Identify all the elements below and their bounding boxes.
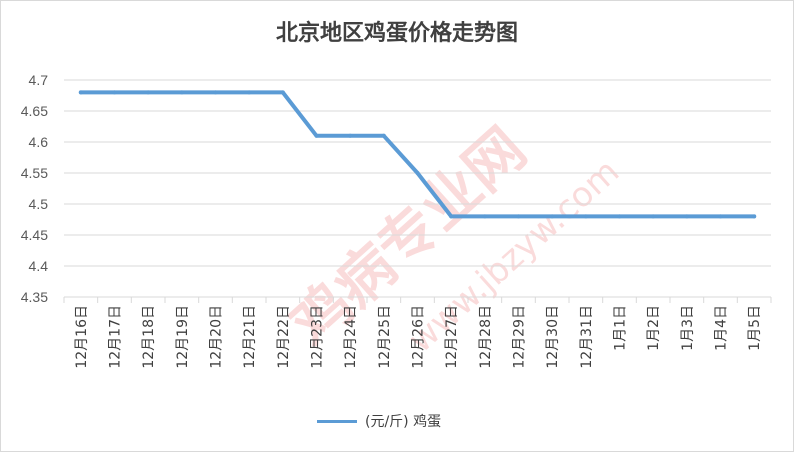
x-tick-label: 12月22日	[276, 305, 292, 369]
legend: (元/斤) 鸡蛋	[317, 409, 441, 433]
x-tick-label: 12月18日	[141, 305, 157, 369]
y-tick-label: 4.6	[29, 134, 49, 150]
data-point	[179, 90, 184, 95]
x-tick-label: 12月24日	[343, 305, 359, 369]
data-point	[482, 214, 487, 219]
y-tick-label: 4.45	[21, 227, 48, 243]
y-tick-label: 4.35	[21, 289, 48, 305]
x-tick-label: 1月5日	[747, 305, 763, 351]
data-point	[381, 133, 386, 138]
data-point	[718, 214, 723, 219]
chart-title: 北京地区鸡蛋价格走势图	[275, 21, 518, 46]
x-tick-label: 12月29日	[512, 305, 528, 369]
data-point	[314, 133, 319, 138]
data-point	[583, 214, 588, 219]
data-point	[213, 90, 218, 95]
x-tick-label: 12月26日	[411, 305, 427, 369]
x-tick-label: 12月17日	[108, 305, 124, 369]
data-point	[112, 90, 117, 95]
y-tick-label: 4.65	[21, 103, 48, 119]
y-tick-label: 4.7	[29, 72, 49, 88]
legend-label: (元/斤) 鸡蛋	[365, 414, 442, 430]
x-tick-label: 12月28日	[478, 305, 494, 369]
x-tick-label: 1月2日	[646, 305, 662, 351]
y-tick-label: 4.55	[21, 165, 48, 181]
data-point	[146, 90, 151, 95]
y-tick-label: 4.5	[29, 196, 49, 212]
legend-swatch	[317, 419, 357, 423]
x-tick-label: 12月30日	[545, 305, 561, 369]
data-point	[651, 214, 656, 219]
data-point	[449, 214, 454, 219]
x-tick-label: 12月27日	[444, 305, 460, 369]
x-tick-label: 12月19日	[175, 305, 191, 369]
data-point	[415, 171, 420, 175]
x-tick-label: 1月1日	[613, 305, 629, 351]
data-point	[78, 90, 83, 95]
x-tick-label: 12月16日	[74, 305, 90, 369]
data-point	[684, 214, 689, 219]
x-tick-label: 12月25日	[377, 305, 393, 369]
data-point	[550, 214, 555, 219]
data-point	[280, 90, 285, 95]
data-point	[348, 133, 353, 138]
x-tick-label: 12月23日	[310, 305, 326, 369]
data-point	[247, 90, 252, 95]
line-chart: 4.35 4.4 4.45 4.5 4.55 4.6 4.65 4.7 12月16日 12月17日…	[21, 72, 772, 369]
data-point	[516, 214, 521, 219]
x-tick-label: 12月21日	[242, 305, 258, 369]
data-point	[752, 214, 757, 219]
x-tick-label: 1月3日	[680, 305, 696, 351]
x-tick-label: 12月20日	[209, 305, 225, 369]
x-tick-label: 1月4日	[714, 305, 730, 351]
x-tick-label: 12月31日	[579, 305, 595, 369]
data-point	[617, 214, 622, 219]
y-tick-label: 4.4	[29, 258, 49, 274]
